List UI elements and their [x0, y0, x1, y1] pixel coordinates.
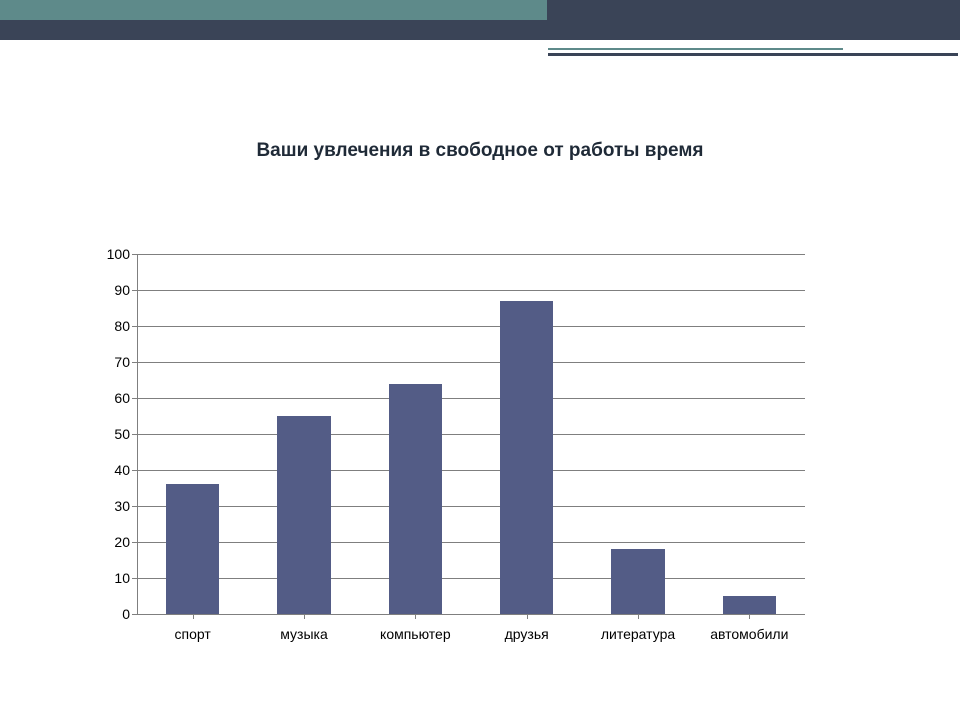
x-tick-label: друзья: [505, 626, 549, 642]
gridline: [137, 470, 805, 471]
y-tick-label: 50: [92, 426, 130, 442]
x-axis: [137, 614, 805, 615]
plot-area: 0102030405060708090100спортмузыкакомпьют…: [137, 254, 805, 614]
header-decoration: [0, 0, 960, 40]
bar: [500, 301, 553, 614]
y-tick-label: 60: [92, 390, 130, 406]
bar: [611, 549, 664, 614]
bar: [166, 484, 219, 614]
header-rule-teal: [0, 0, 547, 20]
header-rule-thin-2: [548, 53, 958, 56]
x-tick-label: музыка: [280, 626, 327, 642]
gridline: [137, 254, 805, 255]
bar: [723, 596, 776, 614]
gridline: [137, 362, 805, 363]
y-tick-label: 30: [92, 498, 130, 514]
slide: Ваши увлечения в свободное от работы вре…: [0, 0, 960, 720]
y-tick-label: 20: [92, 534, 130, 550]
x-tick: [749, 614, 750, 619]
header-rule-thin-1: [548, 48, 843, 50]
y-tick-label: 0: [92, 606, 130, 622]
bar: [389, 384, 442, 614]
x-tick-label: автомобили: [710, 626, 788, 642]
x-tick: [527, 614, 528, 619]
chart-title: Ваши увлечения в свободное от работы вре…: [0, 140, 960, 162]
y-tick-label: 10: [92, 570, 130, 586]
y-tick-label: 40: [92, 462, 130, 478]
x-tick: [415, 614, 416, 619]
y-tick-label: 70: [92, 354, 130, 370]
x-tick-label: литература: [601, 626, 675, 642]
gridline: [137, 578, 805, 579]
gridline: [137, 398, 805, 399]
gridline: [137, 506, 805, 507]
x-tick-label: спорт: [175, 626, 211, 642]
gridline: [137, 434, 805, 435]
gridline: [137, 290, 805, 291]
y-tick-label: 90: [92, 282, 130, 298]
y-axis: [137, 254, 138, 614]
gridline: [137, 326, 805, 327]
x-tick: [193, 614, 194, 619]
y-tick-label: 100: [92, 246, 130, 262]
x-tick: [638, 614, 639, 619]
bar: [277, 416, 330, 614]
bar-chart: 0 10 20 30 40 50 60 70 80 90 100 спорт музыка компьют…: [90, 244, 815, 654]
x-tick-label: компьютер: [380, 626, 451, 642]
x-tick: [304, 614, 305, 619]
gridline: [137, 542, 805, 543]
y-tick-label: 80: [92, 318, 130, 334]
